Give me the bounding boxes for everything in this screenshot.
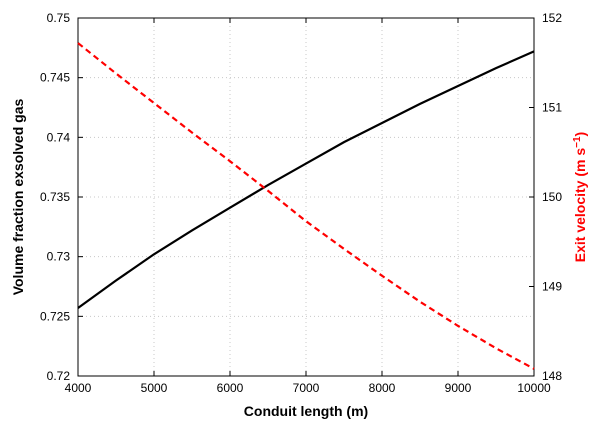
y-right-tick-label: 148	[542, 369, 562, 383]
x-tick-labels: 4000 5000 6000 7000 8000 9000 10000	[65, 381, 551, 395]
y-right-tick-label: 149	[542, 280, 562, 294]
x-tick-label: 10000	[517, 381, 551, 395]
y-left-axis-label: Volume fraction exsolved gas	[10, 99, 26, 296]
x-tick-label: 9000	[445, 381, 472, 395]
series-lines	[77, 42, 535, 370]
x-tick-label: 8000	[369, 381, 396, 395]
y-left-tick-label: 0.75	[47, 11, 71, 25]
x-tick-label: 5000	[141, 381, 168, 395]
y-left-tick-label: 0.745	[40, 71, 70, 85]
y-left-tick-label: 0.74	[47, 130, 71, 144]
y-left-tick-label: 0.72	[47, 369, 71, 383]
x-tick-label: 6000	[217, 381, 244, 395]
x-tick-label: 4000	[65, 381, 92, 395]
y-right-tick-label: 150	[542, 190, 562, 204]
y-left-tick-label: 0.73	[47, 250, 71, 264]
exit-velocity-series-line	[77, 42, 535, 370]
y-right-tick-labels: 148 149 150 151 152	[542, 11, 562, 383]
gas-fraction-series-line	[77, 50, 535, 309]
y-right-axis-label-main: Exit velocity (m s	[572, 148, 588, 263]
x-axis-label: Conduit length (m)	[244, 403, 368, 419]
y-right-axis-label-exponent: −1	[572, 136, 583, 148]
grid-lines	[78, 18, 534, 376]
y-right-axis-label: Exit velocity (m s−1)	[572, 132, 589, 262]
x-tick-label: 7000	[293, 381, 320, 395]
y-right-tick-label: 151	[542, 101, 562, 115]
y-left-tick-label: 0.725	[40, 309, 70, 323]
y-right-axis-label-close: )	[572, 132, 588, 137]
y-left-tick-labels: 0.72 0.725 0.73 0.735 0.74 0.745 0.75	[40, 11, 70, 383]
y-right-tick-label: 152	[542, 11, 562, 25]
tick-marks	[77, 17, 535, 377]
y-left-tick-label: 0.735	[40, 190, 70, 204]
